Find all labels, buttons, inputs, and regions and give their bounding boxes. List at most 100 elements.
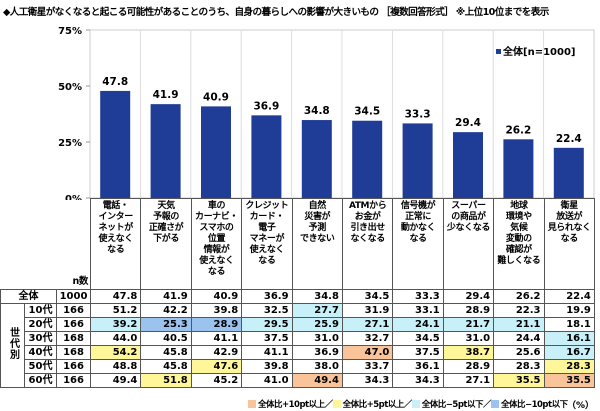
table-cell: 18.1 [543,317,595,332]
n-value: 166 [56,303,91,318]
table-cell: 24.1 [392,317,444,332]
data-label: 34.8 [304,105,330,117]
data-label: 47.8 [102,76,128,88]
table-cell: 42.2 [140,303,192,318]
highlight-legend: 全体比+10pt以上／ 全体比+5pt以上／ 全体比−5pt以下／ 全体比−10pt以… [248,398,568,410]
table-cell: 28.3 [543,359,595,374]
group-label: 世代別 [7,327,19,360]
table-cell: 40.5 [140,331,192,346]
category-header: 信号機が 正常に 動かなく なる [392,198,444,290]
table-cell: 41.9 [140,289,192,304]
bar [503,139,534,198]
table-cell: 49.4 [89,373,142,388]
legend-label: 全体比−10pt以下 [500,400,568,410]
bar-chart: 0% 25% 50% 75% 47.8 41.9 40.9 36.9 34.8 34.5 33.3 2… [58,26,595,200]
group-label-cell: 世代別 [0,303,25,388]
table-cell: 36.1 [392,359,444,374]
row-label: 20代 [24,317,57,332]
category-header: 天気 予報の 正確さが 下がる [140,198,192,290]
table-cell: 31.0 [291,331,343,346]
category-header: スーパー の商品が 少なくなる [442,198,495,290]
table-cell: 41.1 [190,331,243,346]
table-cell: 25.3 [140,317,192,332]
table-cell: 16.7 [543,345,595,360]
bar [100,90,131,198]
table-cell: 28.9 [442,303,495,318]
table-cell: 34.8 [291,289,343,304]
table-row: 世代別 10代 166 51.2 42.2 39.8 32.5 27.7 31.9 33.1 28.… [0,303,595,388]
n-value: 168 [56,331,91,346]
table-cell: 35.5 [543,373,595,388]
data-label: 29.4 [455,117,481,129]
table-row: 30代 168 44.0 40.5 41.1 37.5 31.0 32.7 34.5 31.0 24… [1,331,595,346]
table-cell: 54.2 [89,345,142,360]
unit-label: （%） [566,401,594,411]
table-cell: 26.2 [493,289,545,304]
y-tick-label: 25% [58,138,82,149]
bar [150,104,181,198]
y-tick-label: 75% [58,26,82,37]
data-label: 33.3 [405,108,431,120]
n-value: 166 [56,359,91,374]
table-cell: 33.3 [392,289,444,304]
table-cell: 28.9 [190,317,243,332]
category-header: 地球 環境や 気候 変動の 確認が 難しくなる [493,198,545,290]
legend-swatch [411,400,420,408]
category-header: 自然 災害が 予測 できない [291,198,343,290]
data-label: 34.5 [354,106,380,118]
table-cell: 25.6 [493,345,545,360]
table-cell: 16.1 [543,331,595,346]
row-label: 50代 [24,359,57,374]
table-row: 40代 168 54.2 45.8 42.9 41.1 36.9 47.0 37.5 38.7 25… [1,345,595,360]
y-tick-label: 50% [58,82,82,93]
table-cell: 32.5 [241,303,293,318]
table-cell: 25.9 [291,317,343,332]
table-cell: 33.1 [392,303,444,318]
table-cell: 35.5 [493,373,545,388]
n-value: 166 [56,373,91,388]
table-cell: 27.1 [341,317,394,332]
table-cell: 19.9 [543,303,595,318]
legend-swatch [490,400,499,408]
table-cell: 34.5 [341,289,394,304]
table-cell: 33.7 [341,359,394,374]
table-cell: 45.2 [190,373,243,388]
category-header: 車の カーナビ・ スマホの 位置 情報が 使えなく なる [190,198,243,290]
table-cell: 47.0 [341,345,394,360]
table-cell: 40.9 [190,289,243,304]
table-cell: 36.9 [291,345,343,360]
row-label: 30代 [24,331,57,346]
bar [553,147,584,198]
table-cell: 38.0 [291,359,343,374]
n-value: 166 [56,317,91,332]
row-label: 60代 [24,373,57,388]
table-cell: 39.8 [241,359,293,374]
table-cell: 47.8 [89,289,142,304]
y-tick-label: 0% [65,194,82,200]
table-cell: 51.8 [140,373,192,388]
table-cell: 27.7 [291,303,343,318]
table-cell: 42.9 [190,345,243,360]
data-table: n数 電話・ インター ネットが 使えなく なる 天気 予報の 正確さが 下がる 車の… [0,198,595,388]
table-cell: 47.6 [190,359,243,374]
table-cell: 27.1 [442,373,495,388]
table-cell: 45.8 [140,359,192,374]
table-cell: 34.3 [392,373,444,388]
table-cell: 34.3 [341,373,394,388]
table-cell: 28.3 [493,359,545,374]
legend-label: 全体比+5pt以上／ [342,400,413,410]
bar [453,132,483,198]
table-cell: 48.8 [89,359,142,374]
table-cell: 32.7 [341,331,394,346]
table-cell: 38.7 [442,345,495,360]
row-label: 10代 [24,303,57,318]
category-header: 電話・ インター ネットが 使えなく なる [89,198,142,290]
legend-swatch [332,400,341,408]
table-cell: 49.4 [291,373,343,388]
data-label: 26.2 [505,124,531,136]
table-cell: 37.5 [241,331,293,346]
table-cell: 39.8 [190,303,243,318]
table-row: 20代 166 39.2 25.3 28.9 29.5 25.9 27.1 24.1 21.7 21… [1,317,595,332]
bar [251,115,282,198]
category-header: クレジット カード・ 電子 マネーが 使えなく なる [241,198,293,290]
